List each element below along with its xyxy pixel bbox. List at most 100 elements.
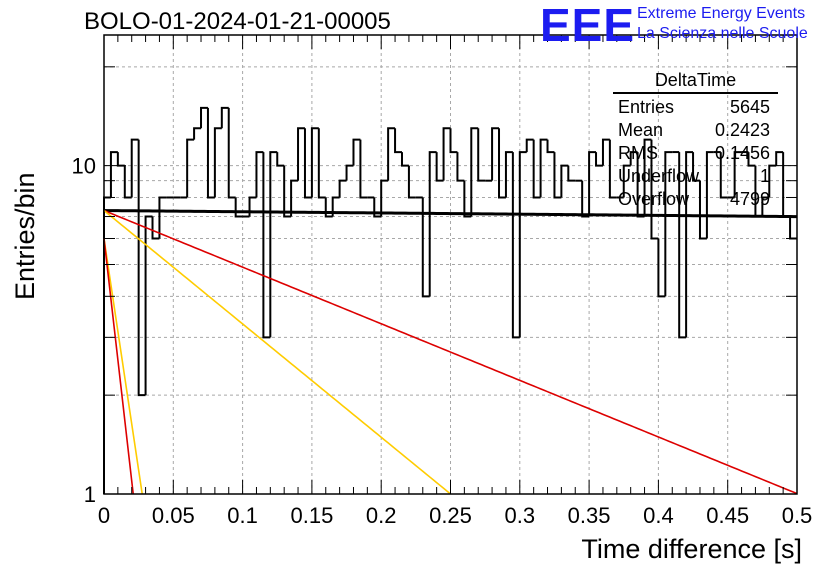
stats-row-underflow: Underflow 1 <box>618 166 770 186</box>
histogram-bin <box>477 128 486 182</box>
histogram-bin <box>290 179 299 217</box>
histogram-bin <box>193 127 202 140</box>
histogram-bin <box>380 179 389 217</box>
histogram-bin <box>345 164 354 181</box>
histogram-bin <box>151 216 160 240</box>
histogram-bin <box>338 179 347 198</box>
histogram-bin <box>144 215 153 396</box>
y-tick-label: 1 <box>84 482 96 507</box>
histogram-bin <box>733 151 742 198</box>
histogram-bin <box>664 151 673 297</box>
histogram-bin <box>629 151 638 166</box>
histogram-bin <box>608 139 617 199</box>
histogram-bin <box>470 127 479 217</box>
histogram-bin <box>567 165 576 182</box>
histogram-bin <box>747 152 756 167</box>
x-tick-label: 0.3 <box>505 503 536 528</box>
x-tick-label: 0 <box>98 503 110 528</box>
histogram-bin <box>227 107 236 199</box>
histogram-bin <box>491 127 500 181</box>
y-axis-label: Entries/bin <box>10 172 40 300</box>
histogram-bin <box>504 151 513 198</box>
x-tick-label: 0.1 <box>227 503 258 528</box>
histogram-bin <box>310 127 319 198</box>
histogram-bin <box>186 138 195 198</box>
histogram-bin <box>407 165 416 199</box>
histogram-bin <box>442 127 451 181</box>
histogram-bin <box>698 180 707 240</box>
fit-curve <box>103 209 452 495</box>
histogram-bin <box>588 151 597 217</box>
fit-curve <box>103 209 798 495</box>
histogram-bin <box>643 138 652 217</box>
histogram-bin <box>525 138 534 153</box>
eee-logo: EEE <box>540 0 636 51</box>
histogram-bin <box>463 180 472 218</box>
stats-box: DeltaTime Entries 5645 Mean 0.2423 RMS 0.14… <box>613 70 778 211</box>
logo-text: Extreme Energy Events La Scienza nelle S… <box>637 4 808 44</box>
histogram-bin <box>789 216 797 240</box>
histogram-bin <box>317 128 326 199</box>
histogram-bin <box>511 152 520 339</box>
histogram-bin <box>109 151 118 198</box>
histogram-bin <box>394 128 402 154</box>
histogram-bin <box>775 151 784 166</box>
histogram-bin <box>657 238 666 298</box>
histogram-bin <box>234 197 243 218</box>
x-tick-label: 0.15 <box>290 503 333 528</box>
histogram-bin <box>297 127 305 181</box>
histogram-bin <box>601 138 610 166</box>
histogram-bin <box>303 128 312 199</box>
stats-row-overflow: Overflow 4799 <box>618 189 770 209</box>
histogram-bin <box>220 106 229 129</box>
histogram-bin <box>213 127 222 198</box>
histogram-bin <box>400 152 409 167</box>
y-tick-label: 10 <box>72 154 96 179</box>
histogram-bin <box>158 196 167 239</box>
stats-row-entries: Entries 5645 <box>618 97 770 117</box>
histogram-bin <box>768 164 777 198</box>
chart-title: BOLO-01-2024-01-21-00005 <box>84 8 391 35</box>
histogram-bin <box>692 152 700 182</box>
fit-curve <box>103 238 144 495</box>
histogram-bin <box>581 180 590 218</box>
stats-title: DeltaTime <box>613 70 778 94</box>
axes: 1 10 0 0.05 0.1 0.15 0.2 0.25 0.3 0.35 0.4 0.45 0.5 <box>72 35 812 528</box>
histogram-bin <box>262 152 271 339</box>
histogram-bin <box>428 151 437 297</box>
histogram-bin <box>560 164 569 198</box>
logo-line-2: La Scienza nelle Scuole <box>637 25 808 42</box>
histogram-bin <box>719 152 728 199</box>
histogram-bin <box>435 152 444 182</box>
histogram-bin <box>359 139 368 199</box>
histogram-bin <box>622 164 631 198</box>
x-axis-label: Time difference [s] <box>581 534 802 564</box>
stats-row-mean: Mean 0.2423 <box>618 120 770 140</box>
histogram-bin <box>456 152 465 182</box>
histogram-bin <box>539 138 548 198</box>
histogram-bin <box>782 152 791 218</box>
fit-curve <box>103 209 798 219</box>
histogram-bin <box>518 151 527 338</box>
histogram-bin <box>387 127 396 181</box>
histogram-bin <box>137 139 146 397</box>
histogram-bin <box>352 138 361 166</box>
histogram-bin <box>269 151 278 338</box>
fit-curves <box>103 209 798 495</box>
histogram-bin <box>206 107 215 199</box>
histogram-bin <box>283 165 292 218</box>
histogram-bin <box>331 196 340 217</box>
histogram-bin <box>650 139 659 240</box>
x-tick-label: 0.35 <box>568 503 611 528</box>
x-tick-label: 0.4 <box>643 503 674 528</box>
fit-curve <box>103 238 135 495</box>
histogram-bin <box>705 151 714 239</box>
x-tick-label: 0.05 <box>152 503 195 528</box>
x-tick-label: 0.25 <box>429 503 472 528</box>
histogram-bin <box>595 152 603 167</box>
histogram-bin <box>761 196 770 217</box>
histogram-bin <box>255 151 264 198</box>
x-tick-label: 0.2 <box>366 503 397 528</box>
histogram-bin <box>116 152 125 167</box>
